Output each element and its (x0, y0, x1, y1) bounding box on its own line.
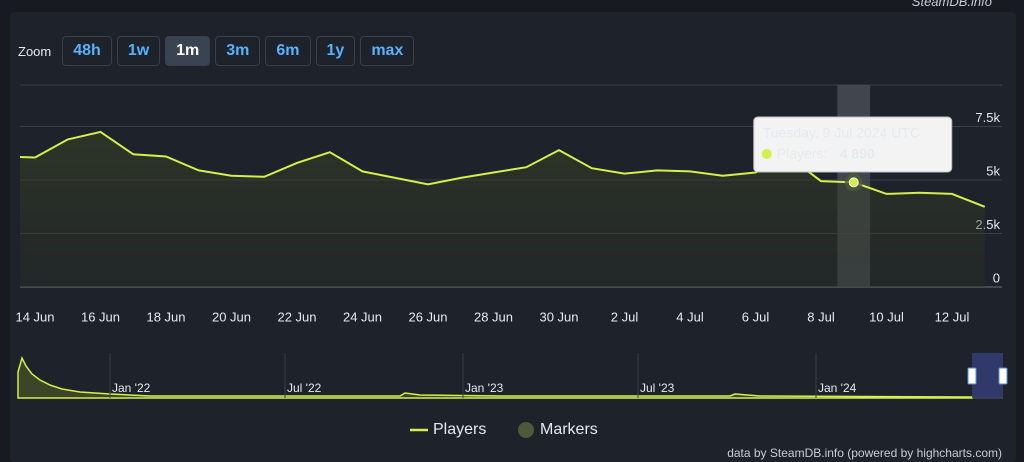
navigator-bg (18, 353, 1003, 398)
x-tick-label: 24 Jun (343, 309, 382, 324)
navigator-label: Jul '23 (640, 381, 675, 395)
x-tick-label: 12 Jul (935, 309, 970, 324)
credits: data by SteamDB.info (powered by highcha… (727, 446, 1002, 460)
x-tick-label: 4 Jul (676, 309, 704, 324)
tooltip-title: Tuesday, 9 Jul 2024 UTC (763, 125, 920, 141)
navigator-window[interactable] (972, 353, 1003, 398)
tooltip: Tuesday, 9 Jul 2024 UTC Players: 4 890 (753, 116, 953, 173)
area (20, 131, 985, 287)
y-tick-label: 7.5k (975, 110, 1000, 125)
x-tick-label: 2 Jul (611, 309, 639, 324)
x-tick-label: 28 Jun (474, 309, 513, 324)
zoom-label: Zoom (18, 43, 52, 59)
x-tick-label: 20 Jun (212, 309, 251, 324)
x-tick-label: 30 Jun (539, 309, 578, 324)
zoom-button[interactable]: 48h (62, 36, 112, 66)
zoom-button[interactable]: max (360, 36, 415, 66)
x-tick-label: 16 Jun (81, 309, 120, 324)
zoom-button[interactable]: 6m (265, 36, 311, 66)
navigator-label: Jan '23 (465, 381, 504, 395)
x-tick-label: 14 Jun (15, 309, 54, 324)
legend-label: Markers (540, 421, 598, 438)
zoom-button[interactable]: 1w (116, 36, 161, 66)
y-tick-label: 0 (993, 270, 1000, 285)
navigator-label: Jul '22 (287, 381, 322, 395)
legend-label: Players (433, 421, 486, 438)
tooltip-box (753, 116, 953, 173)
navigator-label: Jan '24 (818, 381, 857, 395)
watermark: SteamDB.info (911, 0, 992, 9)
x-tick-label: 6 Jul (742, 309, 770, 324)
zoom-button[interactable]: 3m (215, 36, 261, 66)
tooltip-value: 4 890 (840, 146, 875, 162)
navigator-handle[interactable] (998, 367, 1008, 385)
zoom-button[interactable]: 1m (165, 36, 211, 66)
tooltip-label: Players: (777, 146, 828, 162)
legend-swatch (518, 422, 534, 438)
tooltip-dot (761, 149, 772, 159)
line (20, 130, 986, 208)
y-tick-label: 5k (986, 163, 1000, 178)
x-tick-label: 26 Jun (408, 309, 447, 324)
zoom-bar: Zoom 48h 1w 1m 3m 6m 1y max (18, 36, 415, 66)
navigator: Jan '22 Jul '22 Jan '23 Jul '23 Jan '24 (17, 353, 1008, 399)
navigator-handle[interactable] (967, 367, 977, 385)
x-tick-label: 18 Jun (146, 309, 185, 324)
plot (20, 85, 986, 287)
x-tick-label: 8 Jul (807, 309, 835, 324)
hover-point (848, 177, 859, 188)
zoom-button[interactable]: 1y (315, 36, 356, 66)
navigator-series (17, 355, 973, 399)
navigator-label: Jan '22 (112, 381, 151, 395)
x-tick-label: 22 Jun (277, 309, 316, 324)
x-tick-label: 10 Jul (869, 309, 904, 324)
